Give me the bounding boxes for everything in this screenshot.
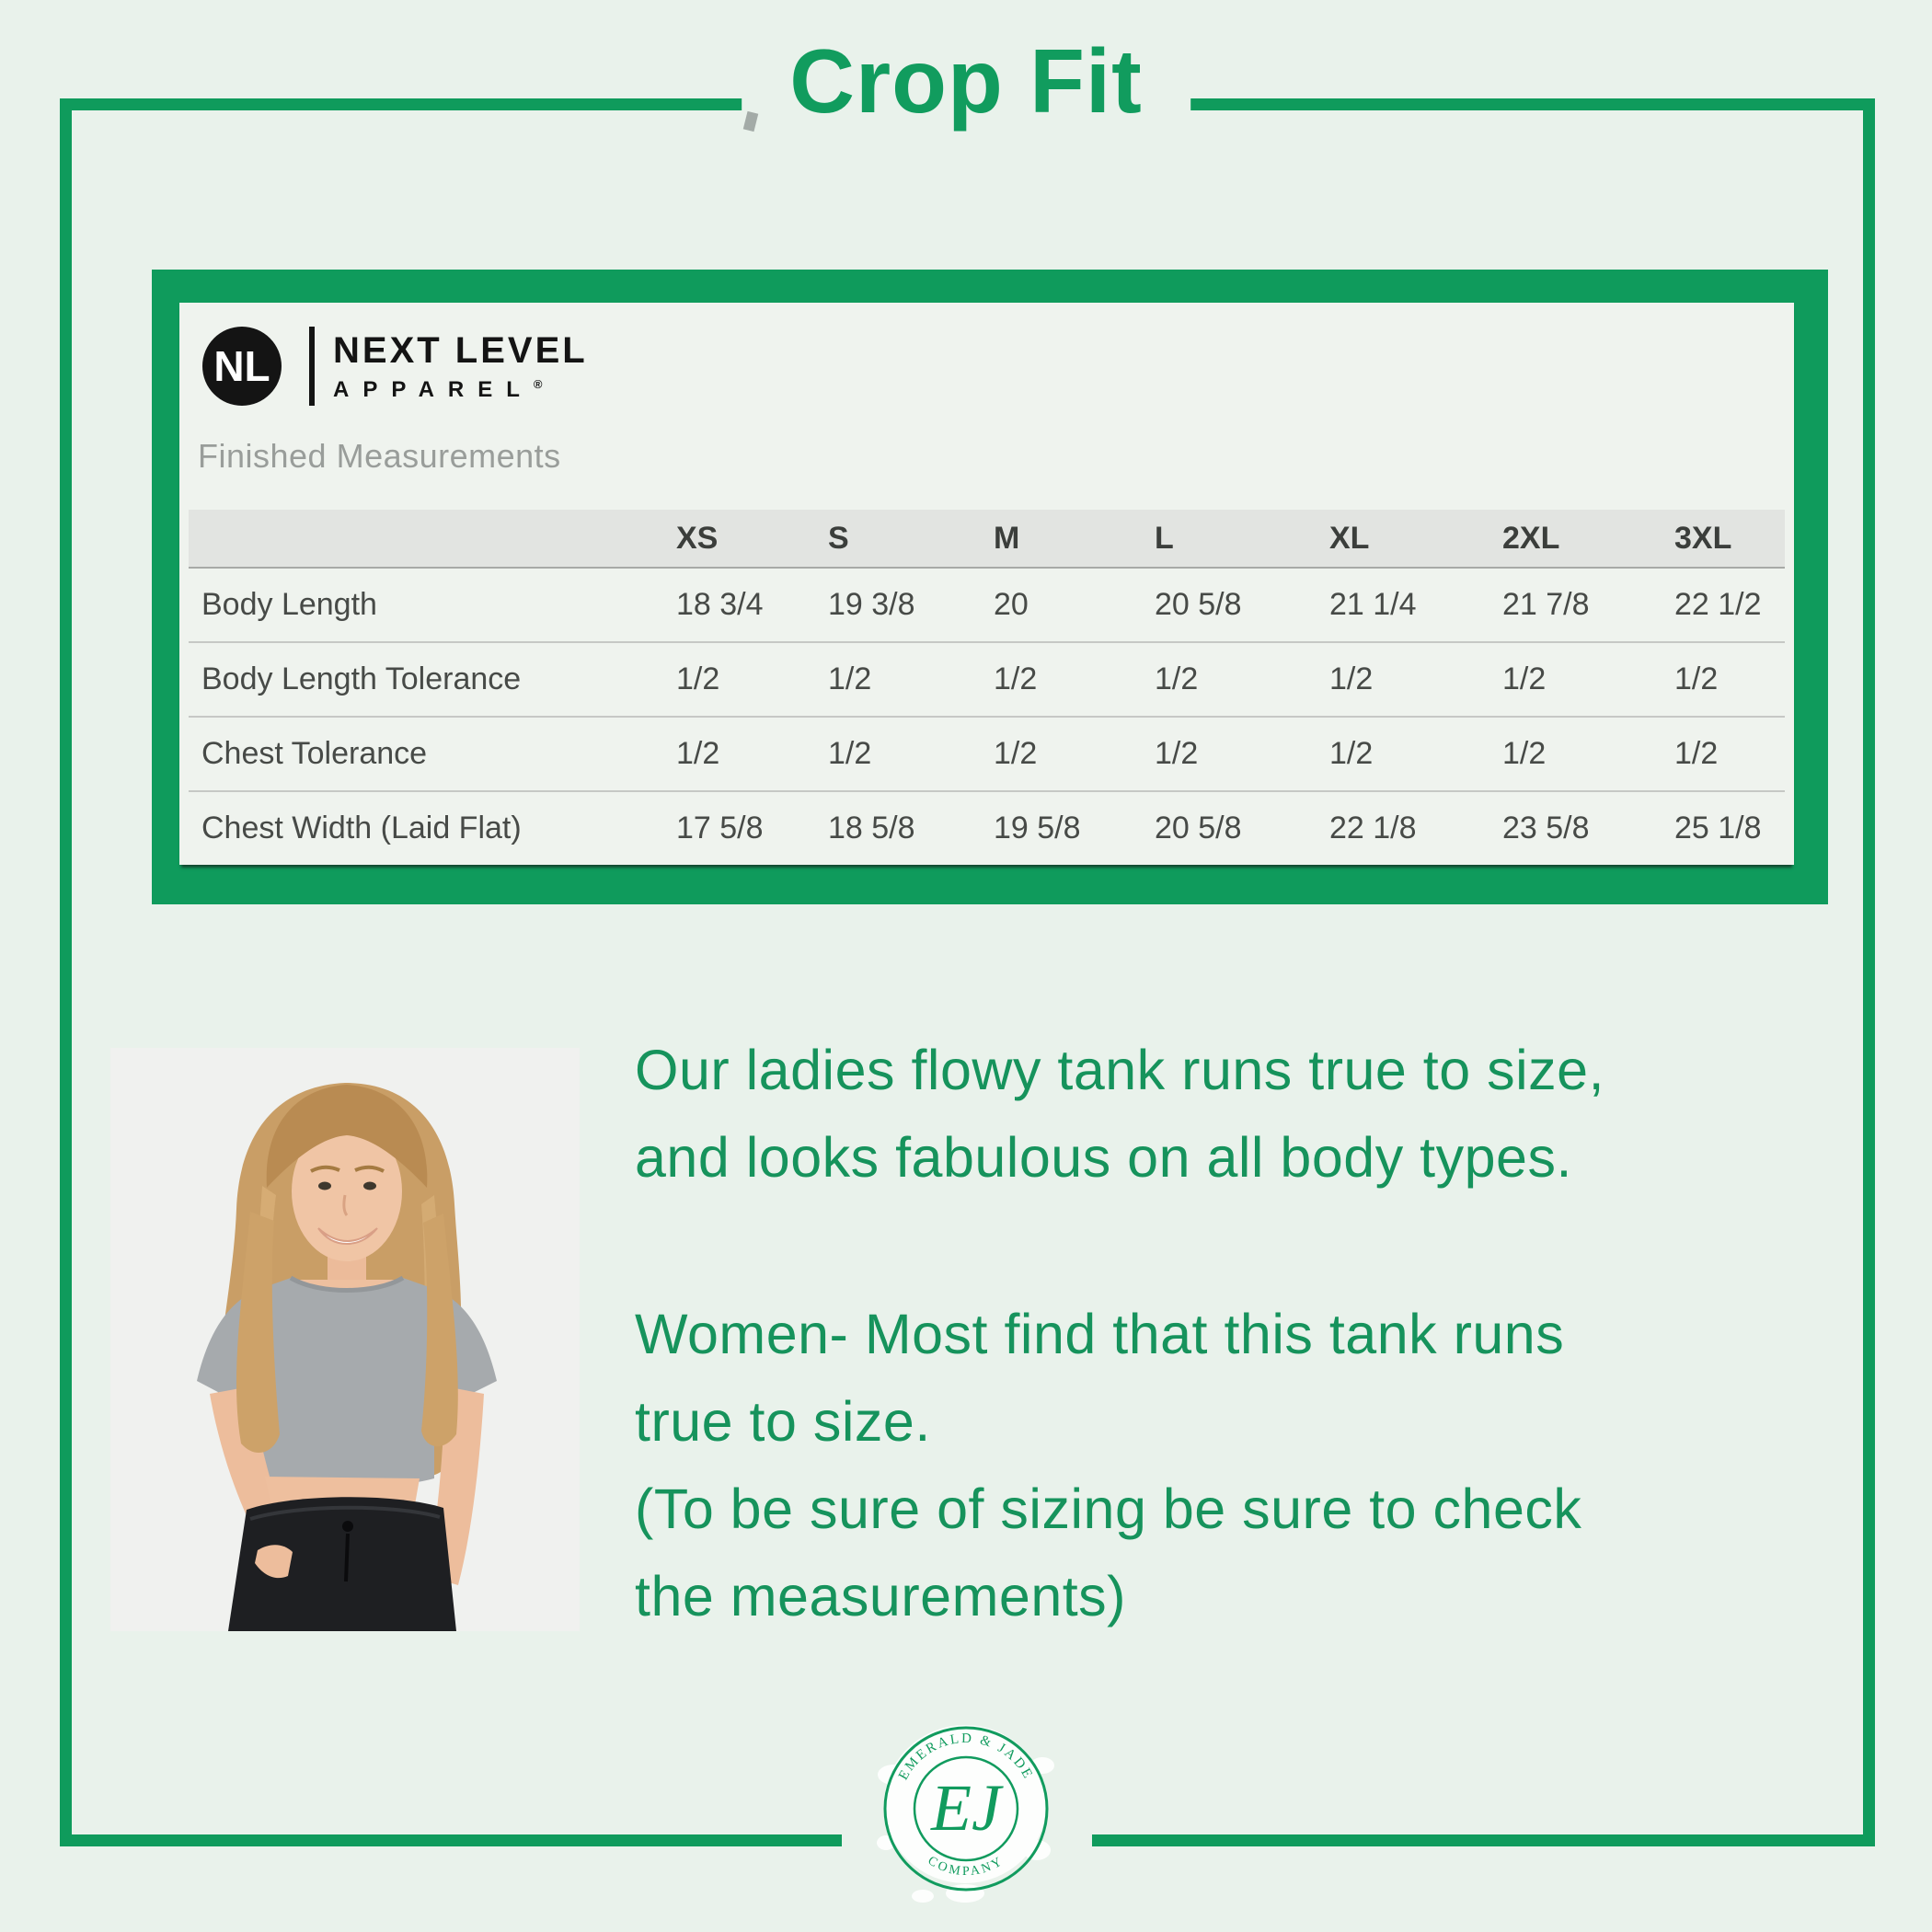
eye	[363, 1181, 376, 1190]
cell: 1/2	[1502, 641, 1674, 717]
brand-subname-text: APPAREL	[333, 376, 534, 402]
cell: 19 3/8	[828, 587, 915, 622]
cell: 1/2	[1329, 716, 1502, 791]
cell: 21 7/8	[1502, 587, 1590, 622]
col-header: L	[1155, 510, 1329, 569]
cell: 1/2	[1502, 716, 1674, 791]
cell: 23 5/8	[1502, 790, 1674, 865]
jeans-button	[342, 1521, 353, 1532]
page-frame	[60, 98, 1875, 1846]
cell: 22 1/2	[1674, 587, 1762, 622]
measurements-table: XS S M L XL 2XL 3XL Body Length 18 3/4 1…	[189, 510, 1785, 865]
cell: 17 5/8	[676, 790, 828, 865]
eyebrow	[310, 1165, 340, 1173]
table-row: Chest Tolerance 1/2 1/2 1/2 1/2 1/2 1/2 …	[189, 716, 1785, 791]
brand-divider	[309, 327, 315, 406]
brand-name: NEXT LEVEL	[333, 329, 588, 371]
eyebrow	[354, 1165, 385, 1173]
cell: 18 3/4	[676, 587, 764, 622]
cell: 1/2	[994, 641, 1155, 717]
cell: 1/2	[676, 716, 828, 791]
table-row: Body Length 18 3/4 19 3/8 20 20 5/8 21 1…	[189, 568, 1785, 642]
cell: 1/2	[994, 716, 1155, 791]
tee-collar	[289, 1275, 405, 1293]
table-header-row: XS S M L XL 2XL 3XL	[189, 510, 1785, 569]
brand-logo: NL NEXT LEVEL APPAREL®	[202, 327, 588, 406]
badge-outer-ring	[883, 1726, 1049, 1892]
cell: 1/2	[1674, 716, 1785, 791]
cell: 22 1/8	[1329, 790, 1502, 865]
smile	[317, 1227, 378, 1246]
eye	[318, 1181, 331, 1190]
jeans	[228, 1497, 456, 1631]
table-corner-cell	[189, 510, 676, 569]
chart-heading: Finished Measurements	[198, 437, 561, 475]
hair-lock	[236, 1212, 280, 1454]
brand-subname: APPAREL®	[333, 373, 588, 402]
cell: 1/2	[1155, 716, 1329, 791]
badge-inner-ring	[913, 1755, 1019, 1862]
cell: 1/2	[1329, 641, 1502, 717]
nl-monogram-icon: NL	[202, 327, 282, 406]
jeans-waistband	[249, 1505, 441, 1521]
cell: 1/2	[828, 716, 994, 791]
size-chart-panel: NL NEXT LEVEL APPAREL® Finished Measurem…	[152, 270, 1828, 904]
col-header: 3XL	[1674, 510, 1785, 569]
col-header: XL	[1329, 510, 1502, 569]
cell: 20	[994, 587, 1029, 622]
row-label: Chest Width (Laid Flat)	[189, 790, 676, 865]
brand-name-block: NEXT LEVEL APPAREL®	[333, 331, 588, 402]
description-line: the measurements)	[635, 1565, 1126, 1627]
hair-lock	[421, 1213, 458, 1447]
cell: 18 5/8	[828, 790, 994, 865]
badge-initials: EJ	[930, 1771, 1004, 1845]
company-logo-badge: EMERALD & JADE COMPANY EJ	[877, 1725, 1054, 1903]
description-block-2: Women- Most find that this tank runs tru…	[635, 1291, 1581, 1640]
row-label: Body Length	[201, 587, 377, 622]
description-line: true to size.	[635, 1390, 931, 1453]
registered-mark: ®	[533, 376, 543, 391]
face	[292, 1121, 402, 1261]
table-row: Body Length Tolerance 1/2 1/2 1/2 1/2 1/…	[189, 641, 1785, 717]
col-header: XS	[676, 510, 828, 569]
jeans-fly	[344, 1533, 350, 1582]
description-line: Our ladies flowy tank runs true to size,	[635, 1039, 1605, 1101]
cell: 21 1/4	[1329, 587, 1417, 622]
description-block-1: Our ladies flowy tank runs true to size,…	[635, 1027, 1604, 1202]
model-photo	[110, 1048, 580, 1631]
cell: 20 5/8	[1155, 587, 1242, 622]
hair-part	[266, 1085, 428, 1188]
page-title: Crop Fit	[742, 15, 1190, 147]
cell: 1/2	[1155, 641, 1329, 717]
cell: 1/2	[676, 641, 828, 717]
row-label: Body Length Tolerance	[189, 641, 676, 717]
description-line: Women- Most find that this tank runs	[635, 1303, 1565, 1365]
description-line: and looks fabulous on all body types.	[635, 1126, 1572, 1189]
col-header: M	[994, 510, 1155, 569]
cell: 19 5/8	[994, 790, 1155, 865]
size-chart-card: NL NEXT LEVEL APPAREL® Finished Measurem…	[179, 303, 1794, 865]
hand	[255, 1545, 293, 1579]
table-row: Chest Width (Laid Flat) 17 5/8 18 5/8 19…	[189, 790, 1785, 865]
cell: 1/2	[828, 641, 994, 717]
row-label: Chest Tolerance	[189, 716, 676, 791]
cell: 20 5/8	[1155, 790, 1329, 865]
nose	[342, 1194, 349, 1216]
col-header: S	[828, 510, 994, 569]
cell: 25 1/8	[1674, 790, 1785, 865]
cell: 1/2	[1674, 641, 1785, 717]
description-line: (To be sure of sizing be sure to check	[635, 1478, 1582, 1540]
col-header: 2XL	[1502, 510, 1674, 569]
